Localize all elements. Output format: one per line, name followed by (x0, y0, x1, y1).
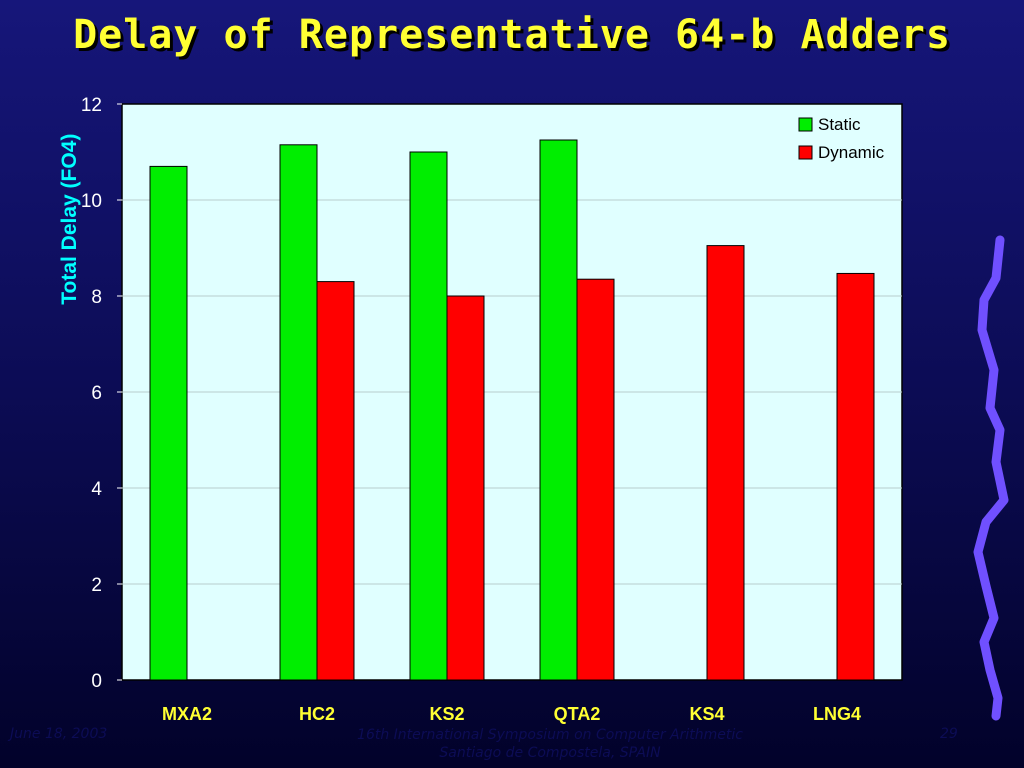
bar-dynamic-qta2 (576, 278, 615, 681)
footer-conference: 16th International Symposium on Computer… (250, 726, 850, 762)
y-tick-label-0: 0 (91, 671, 102, 692)
legend-swatch-dynamic (798, 145, 813, 160)
y-tick-labels: 0 2 4 6 8 10 12 (81, 95, 103, 692)
footer-conference-line2: Santiago de Compostela, SPAIN (439, 745, 661, 761)
slide-title: Delay of Representative 64-b Adders (73, 12, 951, 58)
x-tick-label-hc2: HC2 (299, 704, 335, 724)
bar-dynamic-ks2 (446, 295, 485, 681)
wavy-line-path (973, 235, 1009, 721)
y-tick-label-12: 12 (81, 95, 102, 116)
legend-label-dynamic: Dynamic (818, 143, 885, 162)
x-tick-label-ks2: KS2 (429, 704, 464, 724)
bar-dynamic-lng4 (836, 272, 875, 681)
footer-conference-line1: 16th International Symposium on Computer… (357, 727, 743, 743)
bar-static-hc2 (279, 144, 318, 681)
footer-date: June 18, 2003 (10, 726, 108, 742)
bars (149, 139, 875, 681)
x-tick-labels: MXA2 HC2 KS2 QTA2 KS4 LNG4 (162, 704, 861, 724)
bar-static-ks2 (409, 151, 448, 681)
legend: Static Dynamic (798, 115, 885, 162)
grid-lines (117, 103, 902, 681)
x-tick-label-mxa2: MXA2 (162, 704, 212, 724)
y-tick-label-6: 6 (91, 383, 102, 404)
footer-page-number: 29 (940, 726, 958, 742)
y-tick-label-4: 4 (91, 479, 102, 500)
x-tick-label-qta2: QTA2 (554, 704, 601, 724)
legend-label-static: Static (818, 115, 861, 134)
y-tick-label-10: 10 (81, 191, 102, 212)
x-tick-label-ks4: KS4 (689, 704, 724, 724)
wavy-decoration (973, 235, 1009, 721)
bar-dynamic-hc2 (316, 281, 355, 681)
bar-static-qta2 (539, 139, 578, 681)
y-axis-label: Total Delay (FO4) (58, 134, 81, 305)
x-tick-label-lng4: LNG4 (813, 704, 861, 724)
y-tick-label-2: 2 (91, 575, 102, 596)
bar-static-mxa2 (149, 165, 188, 681)
y-tick-label-8: 8 (91, 287, 102, 308)
bar-dynamic-ks4 (706, 245, 745, 681)
legend-swatch-static (798, 117, 813, 132)
